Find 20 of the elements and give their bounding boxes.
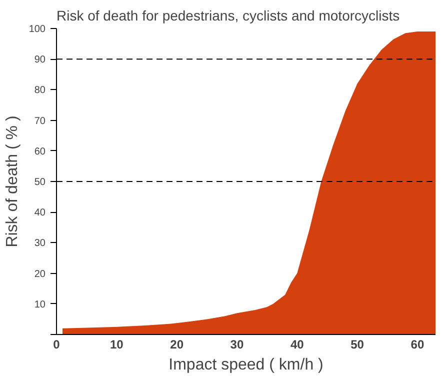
y-tick-label: 50	[34, 177, 46, 188]
chart-title: Risk of death for pedestrians, cyclists and motorcyclists	[56, 8, 400, 24]
x-tick-label: 20	[170, 338, 184, 352]
x-tick-label: 0	[53, 338, 60, 352]
x-axis-title: Impact speed ( km/h )	[168, 356, 324, 374]
y-axis-title: Risk of death ( % )	[4, 116, 21, 248]
y-tick-label: 80	[34, 85, 46, 96]
y-tick-label: 30	[34, 238, 46, 250]
y-tick-label: 100	[28, 24, 46, 35]
x-tick-label: 60	[410, 338, 424, 352]
y-tick-label: 60	[34, 146, 46, 158]
x-tick-label: 40	[290, 338, 304, 352]
x-tick-label: 50	[350, 338, 364, 352]
y-tick-label: 90	[34, 54, 46, 66]
y-tick-label: 70	[34, 116, 46, 127]
y-tick-label: 40	[34, 208, 46, 219]
x-tick-label: 30	[230, 338, 244, 352]
y-tick-label: 10	[34, 299, 46, 310]
x-tick-label: 10	[110, 338, 124, 352]
y-tick-label: 20	[34, 268, 46, 280]
